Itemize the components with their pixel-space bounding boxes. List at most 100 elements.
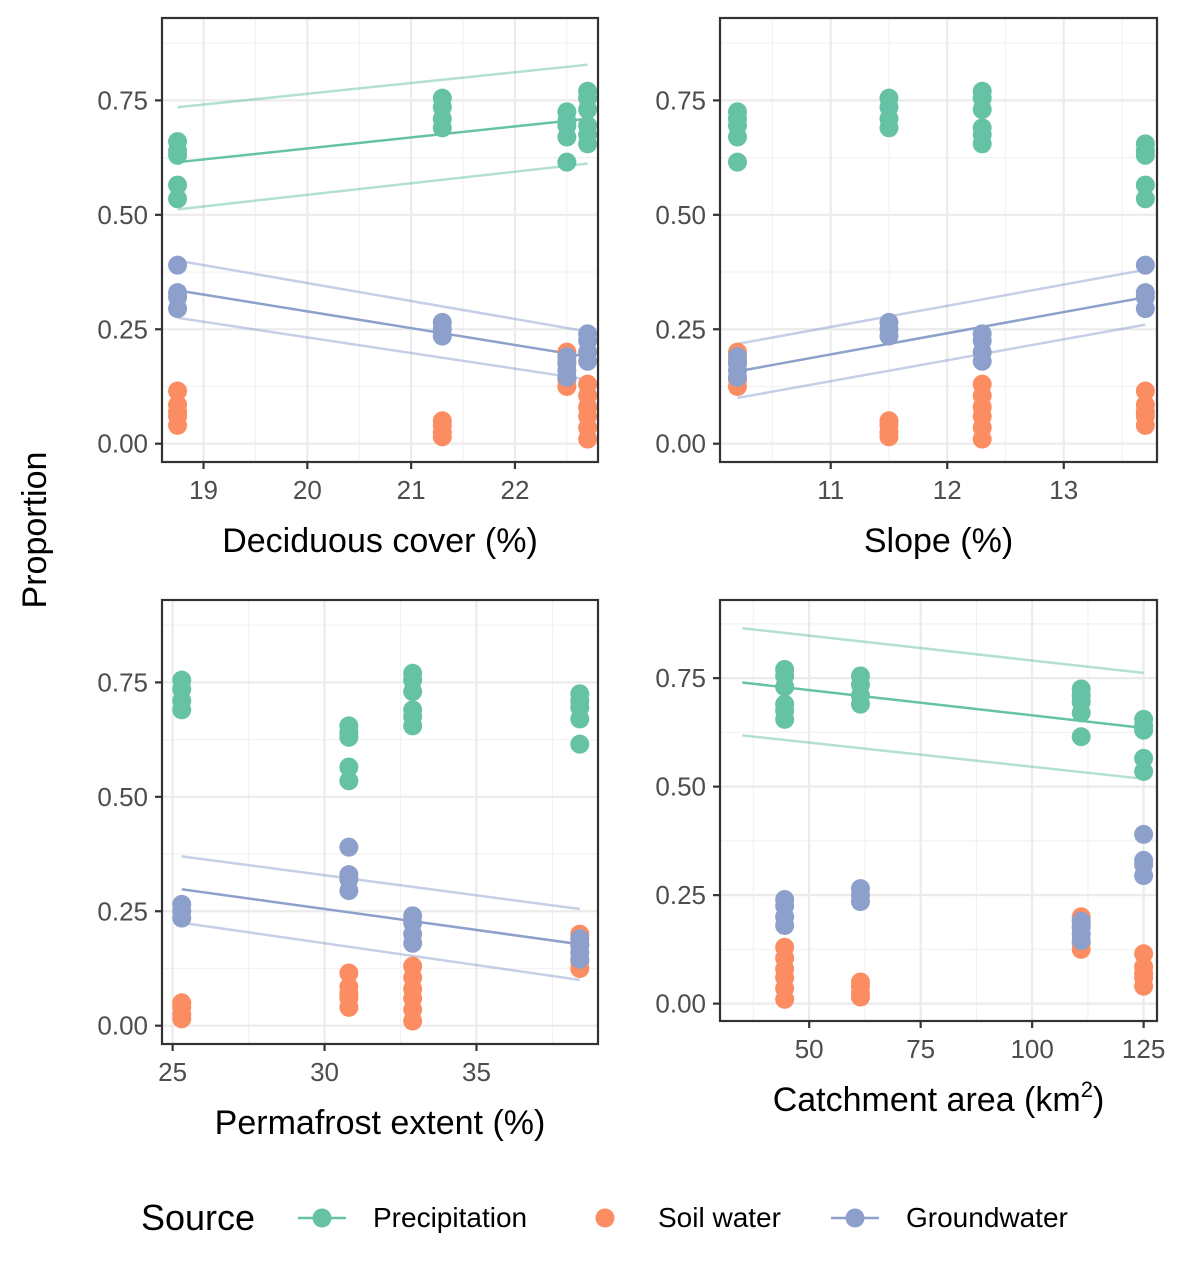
panel-border bbox=[718, 598, 1159, 1023]
data-point-groundwater bbox=[727, 367, 747, 387]
y-tick-label: 0.75 bbox=[655, 663, 706, 693]
legend-entry-groundwater: Groundwater bbox=[831, 1202, 1068, 1233]
x-axis-title: Catchment area (km2) bbox=[773, 1077, 1105, 1119]
data-point-groundwater bbox=[1135, 255, 1155, 275]
y-tick-label: 0.25 bbox=[655, 314, 706, 344]
data-point-groundwater bbox=[168, 255, 188, 275]
x-axis-title: Slope (%) bbox=[864, 522, 1013, 560]
data-point-groundwater bbox=[403, 933, 423, 953]
data-point-groundwater bbox=[850, 892, 870, 912]
x-tick-label: 125 bbox=[1122, 1034, 1165, 1064]
data-point-precipitation bbox=[403, 716, 423, 736]
x-tick-label: 50 bbox=[795, 1034, 824, 1064]
data-point-precipitation bbox=[339, 757, 359, 777]
trend-groundwater-upper-bound bbox=[181, 855, 580, 911]
legend-groundwater-marker bbox=[845, 1208, 865, 1228]
data-point-precipitation bbox=[1071, 727, 1091, 747]
data-point-precipitation bbox=[727, 152, 747, 172]
y-tick-label: 0.00 bbox=[97, 429, 148, 459]
data-point-precipitation bbox=[727, 127, 747, 147]
data-point-precipitation bbox=[972, 134, 992, 154]
legend-precipitation-marker bbox=[312, 1208, 332, 1228]
panel-border bbox=[160, 598, 600, 1046]
x-tick-label: 22 bbox=[500, 475, 529, 505]
data-point-soil-water bbox=[879, 427, 899, 447]
data-point-precipitation bbox=[432, 118, 452, 138]
x-axis-title: Deciduous cover (%) bbox=[222, 522, 538, 560]
x-tick-label: 25 bbox=[158, 1057, 187, 1087]
series-groundwater bbox=[775, 824, 1154, 951]
trend-precipitation-fit-line bbox=[177, 117, 588, 164]
data-point-soil-water bbox=[1135, 415, 1155, 435]
panel-deciduous: 0.00 0.25 0.50 0.75 19 20 21 22 Deciduous cover … bbox=[97, 16, 600, 560]
data-point-soil-water bbox=[403, 1011, 423, 1031]
y-tick-label: 0.50 bbox=[97, 782, 148, 812]
data-point-soil-water bbox=[1134, 976, 1154, 996]
data-point-precipitation bbox=[172, 700, 192, 720]
data-point-groundwater bbox=[1071, 931, 1091, 951]
x-tick-label: 20 bbox=[293, 475, 322, 505]
panel-border bbox=[160, 16, 600, 464]
series-precipitation bbox=[727, 81, 1155, 209]
panel-slope: 0.00 0.25 0.50 0.75 11 12 13 Slope (%) bbox=[655, 16, 1159, 560]
x-tick-label: 100 bbox=[1010, 1034, 1053, 1064]
data-point-precipitation bbox=[557, 152, 577, 172]
trend-precipitation-lower-bound bbox=[177, 162, 588, 211]
trend-groundwater-upper-bound bbox=[737, 268, 1146, 346]
x-tick-label: 11 bbox=[817, 475, 844, 505]
trend-groundwater-upper-bound bbox=[177, 259, 588, 333]
y-tick-label: 0.50 bbox=[655, 772, 706, 802]
data-point-precipitation bbox=[578, 100, 598, 120]
panel-background bbox=[162, 600, 598, 1044]
legend-entry-precipitation: Precipitation bbox=[298, 1202, 527, 1233]
x-tick-label: 21 bbox=[397, 475, 426, 505]
data-point-groundwater bbox=[775, 916, 795, 936]
y-tick-label: 0.00 bbox=[655, 429, 706, 459]
x-tick-label: 19 bbox=[189, 475, 218, 505]
panel-permafrost: 0.00 0.25 0.50 0.75 25 30 35 Permafrost extent … bbox=[97, 598, 600, 1142]
y-tick-label: 0.50 bbox=[97, 200, 148, 230]
trend-precipitation-upper-bound bbox=[742, 626, 1144, 675]
data-point-precipitation bbox=[570, 734, 590, 754]
data-point-soil-water bbox=[339, 963, 359, 983]
data-point-groundwater bbox=[339, 837, 359, 857]
data-point-precipitation bbox=[775, 709, 795, 729]
x-tick-label: 75 bbox=[906, 1034, 935, 1064]
data-point-groundwater bbox=[879, 326, 899, 346]
legend-entry-soil-water: Soil water bbox=[595, 1202, 781, 1233]
trend-groundwater-lower-bound bbox=[177, 316, 588, 381]
data-point-soil-water bbox=[850, 987, 870, 1007]
data-point-groundwater bbox=[339, 881, 359, 901]
data-point-soil-water bbox=[775, 989, 795, 1009]
data-point-groundwater bbox=[432, 326, 452, 346]
x-tick-label: 35 bbox=[462, 1057, 491, 1087]
trend-groundwater-lower-bound bbox=[181, 921, 580, 982]
legend-title: Source bbox=[141, 1197, 255, 1238]
data-point-precipitation bbox=[403, 682, 423, 702]
x-tick-label: 30 bbox=[310, 1057, 339, 1087]
data-point-groundwater bbox=[172, 908, 192, 928]
y-tick-label: 0.75 bbox=[97, 667, 148, 697]
panel-border bbox=[718, 16, 1159, 464]
legend-soil-water-label: Soil water bbox=[658, 1202, 781, 1233]
panel-background bbox=[720, 18, 1157, 462]
series-groundwater bbox=[727, 255, 1155, 387]
data-point-groundwater bbox=[1135, 299, 1155, 319]
data-point-precipitation bbox=[1134, 748, 1154, 768]
data-point-precipitation bbox=[1135, 189, 1155, 209]
data-point-precipitation bbox=[1135, 175, 1155, 195]
trend-groundwater-fit-line bbox=[181, 888, 580, 946]
data-point-precipitation bbox=[570, 709, 590, 729]
series-precipitation bbox=[172, 663, 590, 791]
data-point-precipitation bbox=[972, 100, 992, 120]
data-point-soil-water bbox=[1135, 381, 1155, 401]
y-tick-label: 0.75 bbox=[655, 85, 706, 115]
legend: Source Precipitation Soil water Groundwa… bbox=[141, 1197, 1068, 1238]
trend-groundwater-fit-line bbox=[737, 295, 1146, 373]
data-point-groundwater bbox=[578, 351, 598, 371]
data-point-groundwater bbox=[1134, 866, 1154, 886]
y-tick-label: 0.50 bbox=[655, 200, 706, 230]
trend-precipitation-lower-bound bbox=[742, 734, 1144, 781]
